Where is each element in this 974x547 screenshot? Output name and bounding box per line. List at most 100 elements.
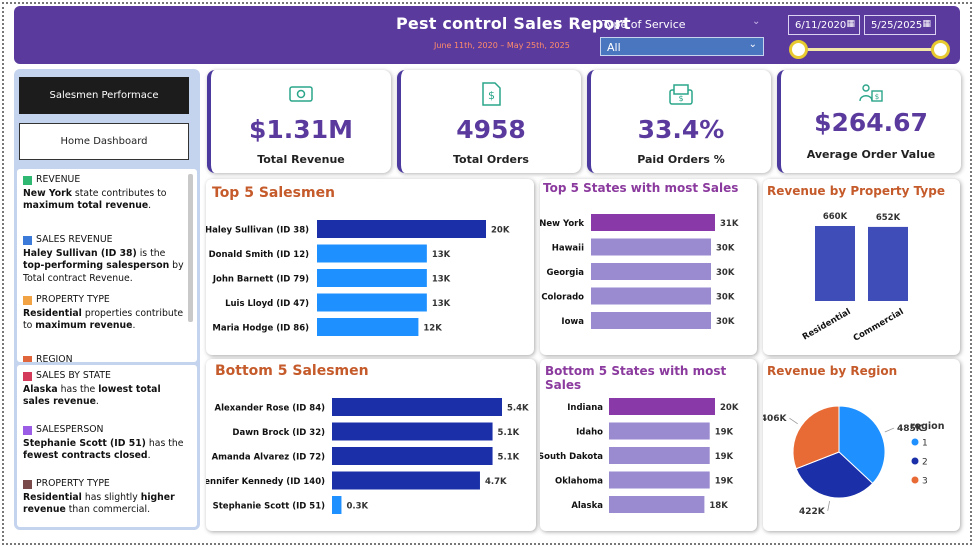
bar-category-label: South Dakota — [540, 452, 603, 462]
invoice-icon: $ — [482, 82, 501, 106]
bar[interactable] — [591, 263, 711, 280]
insight-heading: PROPERTY TYPE — [23, 294, 185, 307]
property-type-chart[interactable]: 660K Residential 652K Commercial — [763, 179, 960, 355]
bar[interactable] — [332, 471, 480, 490]
date-slider-track[interactable] — [798, 48, 942, 51]
insights-panel-top[interactable]: REVENUE New York state contributes to max… — [17, 169, 197, 362]
insight-heading: SALES REVENUE — [23, 234, 185, 247]
bar[interactable] — [332, 398, 502, 416]
kpi-paid-orders: $ 33.4% Paid Orders % — [587, 70, 771, 173]
insight-text-part: . — [95, 396, 99, 407]
top-states-chart[interactable]: New York 31K Hawaii 30K Georgia 30K Colorado 30… — [540, 179, 757, 355]
insight-text-part: has the — [57, 383, 99, 395]
bar-value-label: 5.4K — [507, 404, 529, 414]
bar[interactable] — [332, 496, 342, 514]
insight-text-part: properties contribute to — [23, 307, 184, 332]
chart-title: Revenue by Region — [767, 364, 898, 378]
bar[interactable] — [332, 422, 493, 441]
bar-category-label: Colorado — [541, 293, 584, 303]
insight-heading-text: REGION — [36, 354, 73, 362]
bar[interactable] — [815, 226, 855, 301]
start-date-value: 6/11/2020 — [795, 20, 847, 31]
end-date-value: 5/25/2025 — [871, 20, 923, 31]
bar[interactable] — [591, 214, 715, 231]
region-chart[interactable]: 485K 422K 406K region 1 2 3 — [763, 359, 960, 531]
insight-heading: SALES BY STATE — [23, 370, 185, 383]
chart-title: Top 5 States with most Sales — [543, 181, 739, 195]
bar-category-label: Indiana — [567, 403, 603, 413]
calendar-icon[interactable]: ▦ — [922, 19, 931, 29]
bar-category-label: Amanda Alvarez (ID 72) — [212, 453, 326, 463]
bar[interactable] — [591, 238, 711, 256]
legend-title: region — [910, 421, 945, 432]
insight-text-part: is the — [136, 247, 166, 259]
insight-item: SALESPERSON Stephanie Scott (ID 51) has t… — [23, 424, 185, 463]
chevron-down-icon: ⌄ — [748, 39, 757, 50]
bar[interactable] — [868, 226, 908, 301]
insight-text-part: than commercial. — [65, 504, 151, 515]
bottom-salesmen-chart[interactable]: Alexander Rose (ID 84) 5.4K Dawn Brock (ID… — [206, 359, 536, 531]
bar[interactable] — [317, 293, 427, 312]
bar[interactable] — [609, 447, 710, 464]
pie-slice[interactable] — [795, 451, 874, 499]
chevron-down-icon[interactable]: ⌄ — [752, 16, 761, 27]
insight-heading-text: SALESPERSON — [36, 424, 104, 435]
bar[interactable] — [591, 312, 711, 329]
bar[interactable] — [609, 471, 710, 489]
calendar-icon[interactable]: ▦ — [846, 19, 855, 29]
region-card: Revenue by Region 485K 422K 406K region 1 2 3 — [763, 359, 960, 531]
bar-category-label: Idaho — [576, 428, 603, 438]
bar[interactable] — [609, 422, 710, 440]
pie-slice[interactable] — [838, 405, 886, 485]
bar[interactable] — [609, 398, 715, 415]
top-salesmen-chart[interactable]: Haley Sullivan (ID 38) 20K Donald Smith (I… — [206, 179, 534, 355]
insight-heading: PROPERTY TYPE — [23, 478, 185, 491]
insight-color-icon — [23, 295, 32, 305]
bar-value-label: 30K — [716, 268, 735, 278]
bar-value-label: 13K — [432, 250, 451, 260]
pie-slice[interactable] — [792, 405, 840, 470]
pie-leader-line — [827, 501, 830, 512]
pie-leader-line — [884, 427, 895, 433]
bar-category-label: Haley Sullivan (ID 38) — [206, 226, 309, 236]
pie-value-label: 485K — [897, 424, 924, 434]
home-dashboard-button[interactable]: Home Dashboard — [19, 123, 189, 160]
bar-category-label: Luis Lloyd (ID 47) — [225, 299, 309, 309]
insight-color-icon — [23, 235, 32, 245]
chart-title: Bottom 5 States with most Sales — [545, 364, 727, 392]
pie-value-label: 422K — [799, 507, 826, 517]
insight-text: New York state contributes to maximum to… — [23, 188, 185, 213]
insight-text-part: Haley Sullivan (ID 38) — [23, 247, 137, 259]
insight-text: Residential has slightly higher revenue … — [23, 492, 185, 517]
bar-value-label: 12K — [423, 324, 442, 334]
insight-text-part: Alaska — [23, 383, 58, 395]
team-icon: $ — [859, 84, 883, 102]
bottom-states-chart[interactable]: Indiana 20K Idaho 19K South Dakota 19K Oklahom… — [540, 359, 757, 531]
insight-text-part: has slightly — [81, 491, 141, 503]
scrollbar[interactable] — [188, 174, 193, 322]
bar[interactable] — [317, 244, 427, 263]
bar-category-label: New York — [540, 219, 584, 229]
bar[interactable] — [332, 447, 493, 465]
chart-title: Top 5 Salesmen — [212, 185, 336, 201]
bar[interactable] — [317, 220, 486, 238]
end-date-input[interactable]: 5/25/2025 ▦ — [864, 15, 936, 35]
start-date-input[interactable]: 6/11/2020 ▦ — [788, 15, 860, 35]
date-slider-end-handle[interactable] — [931, 40, 950, 59]
date-slider-start-handle[interactable] — [789, 40, 808, 59]
report-title: Pest control Sales Report — [396, 14, 631, 33]
bar-value-label: 660K — [823, 212, 848, 222]
legend-label: 2 — [922, 458, 928, 468]
bar[interactable] — [317, 318, 419, 336]
service-type-dropdown[interactable]: All ⌄ — [600, 37, 764, 56]
bar[interactable] — [591, 287, 711, 305]
insight-text-part: top-performing salesperson — [23, 260, 170, 271]
bar[interactable] — [317, 269, 427, 287]
kpi-total-orders: $ 4958 Total Orders — [397, 70, 581, 173]
insight-color-icon — [23, 355, 32, 362]
insight-item: REVENUE New York state contributes to max… — [23, 174, 185, 213]
bar[interactable] — [609, 496, 705, 513]
salesmen-performance-button[interactable]: Salesmen Performace — [19, 77, 189, 114]
legend-marker — [911, 457, 919, 465]
bar-value-label: 19K — [715, 452, 734, 462]
